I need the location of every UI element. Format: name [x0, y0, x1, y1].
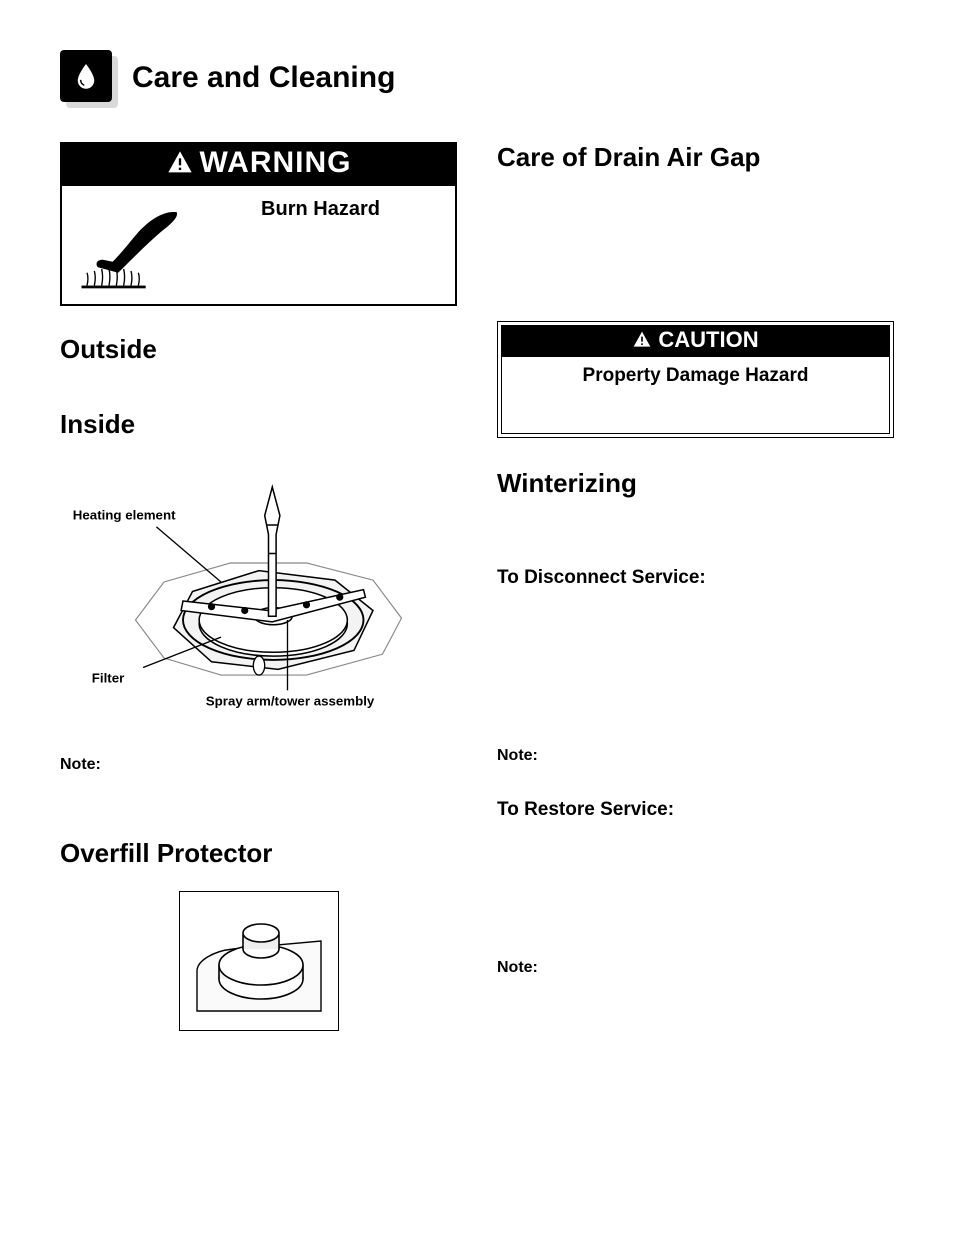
overfill-diagram-box — [179, 891, 339, 1031]
droplet-svg — [71, 61, 101, 91]
spacer — [497, 825, 894, 955]
caution-banner: CAUTION — [501, 325, 890, 357]
label-spray: Spray arm/tower assembly — [205, 694, 374, 709]
outside-heading: Outside — [60, 334, 457, 365]
right-note-1: Note: — [497, 747, 894, 765]
page-icon-wrap — [60, 50, 116, 106]
alert-triangle-icon — [632, 330, 652, 350]
caution-box: CAUTION Property Damage Hazard — [497, 321, 894, 438]
columns: WARNING — [60, 142, 894, 1185]
droplet-icon — [60, 50, 112, 102]
restore-subheading: To Restore Service: — [497, 799, 894, 821]
warning-body: Burn Hazard — [62, 186, 455, 304]
right-note-2: Note: — [497, 959, 894, 977]
overfill-diagram — [189, 901, 329, 1021]
page: Care and Cleaning WARNING — [0, 0, 954, 1235]
label-filter: Filter — [91, 671, 124, 686]
warning-box: WARNING — [60, 142, 457, 306]
spray-arm-diagram: Heating element Filter Spray arm/tower a… — [69, 468, 449, 715]
warning-banner-text: WARNING — [200, 146, 352, 180]
left-note-1: Note: — [60, 756, 457, 774]
page-title: Care and Cleaning — [132, 61, 395, 95]
spray-arm-diagram-wrap: Heating element Filter Spray arm/tower a… — [60, 468, 457, 720]
left-column: WARNING — [60, 142, 457, 1185]
caution-hazard-text: Property Damage Hazard — [498, 357, 893, 437]
burn-hand-icon — [76, 196, 186, 290]
caution-banner-text: CAUTION — [658, 327, 758, 353]
label-heating: Heating element — [72, 507, 175, 522]
overfill-heading: Overfill Protector — [60, 838, 457, 869]
right-column: Care of Drain Air Gap CAUTION Property D… — [497, 142, 894, 1185]
spacer — [497, 593, 894, 743]
inside-heading: Inside — [60, 409, 457, 440]
winterizing-heading: Winterizing — [497, 468, 894, 499]
drain-air-gap-heading: Care of Drain Air Gap — [497, 142, 894, 173]
disconnect-subheading: To Disconnect Service: — [497, 567, 894, 589]
alert-triangle-icon — [166, 149, 194, 177]
page-header: Care and Cleaning — [60, 50, 894, 106]
spacer — [497, 181, 894, 321]
warning-banner: WARNING — [62, 144, 455, 186]
warning-hazard-text: Burn Hazard — [200, 196, 441, 290]
